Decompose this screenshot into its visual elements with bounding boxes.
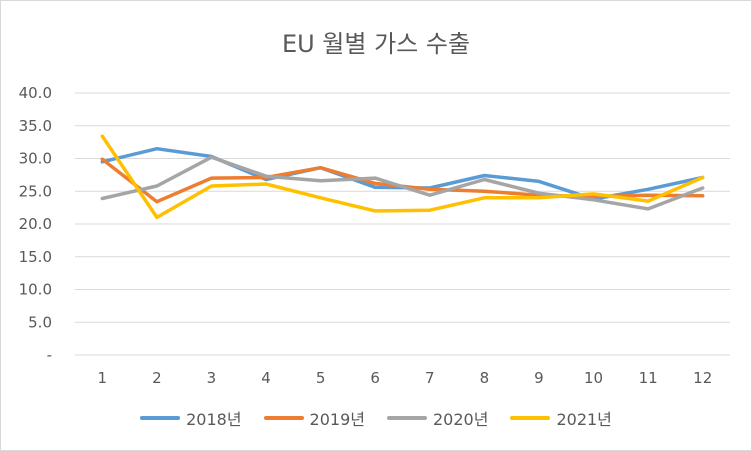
x-tick-label: 8 <box>480 369 490 387</box>
legend-swatch <box>387 416 427 420</box>
legend-swatch <box>263 416 304 420</box>
x-tick-label: 5 <box>316 369 326 387</box>
y-tick-label: - <box>47 346 52 364</box>
x-tick-label: 3 <box>207 369 217 387</box>
legend-label: 2021년 <box>556 410 612 429</box>
legend-swatch <box>140 416 181 420</box>
x-tick-label: 12 <box>693 369 712 387</box>
legend-item: 2018년 <box>140 406 242 430</box>
y-tick-label: 30.0 <box>19 150 52 168</box>
y-tick-label: 40.0 <box>19 84 52 102</box>
series-line-2021년 <box>100 134 705 220</box>
x-tick-label: 4 <box>261 369 271 387</box>
legend-swatch <box>510 416 551 420</box>
series-line-2020년 <box>100 155 705 211</box>
legend-item: 2020년 <box>387 406 488 430</box>
x-tick-label: 2 <box>152 369 162 387</box>
x-tick-label: 9 <box>534 369 544 387</box>
x-tick-label: 10 <box>584 369 603 387</box>
chart-title: EU 월별 가스 수출 <box>281 30 471 58</box>
x-tick-label: 7 <box>425 369 435 387</box>
y-tick-label: 35.0 <box>19 117 52 135</box>
y-tick-label: 10.0 <box>19 281 52 299</box>
x-tick-label: 1 <box>98 369 108 387</box>
legend-item: 2021년 <box>510 406 612 430</box>
legend: 2018년 2019년 2020년 2021년 <box>0 406 752 430</box>
x-tick-label: 11 <box>639 369 658 387</box>
x-tick-label: 6 <box>370 369 380 387</box>
legend-label: 2019년 <box>309 410 365 429</box>
legend-label: 2020년 <box>433 410 489 429</box>
y-tick-label: 15.0 <box>19 248 52 266</box>
y-tick-label: 25.0 <box>19 182 52 200</box>
legend-label: 2018년 <box>186 410 242 429</box>
y-tick-label: 20.0 <box>19 215 52 233</box>
y-tick-label: 5.0 <box>28 313 52 331</box>
legend-item: 2019년 <box>263 406 365 430</box>
